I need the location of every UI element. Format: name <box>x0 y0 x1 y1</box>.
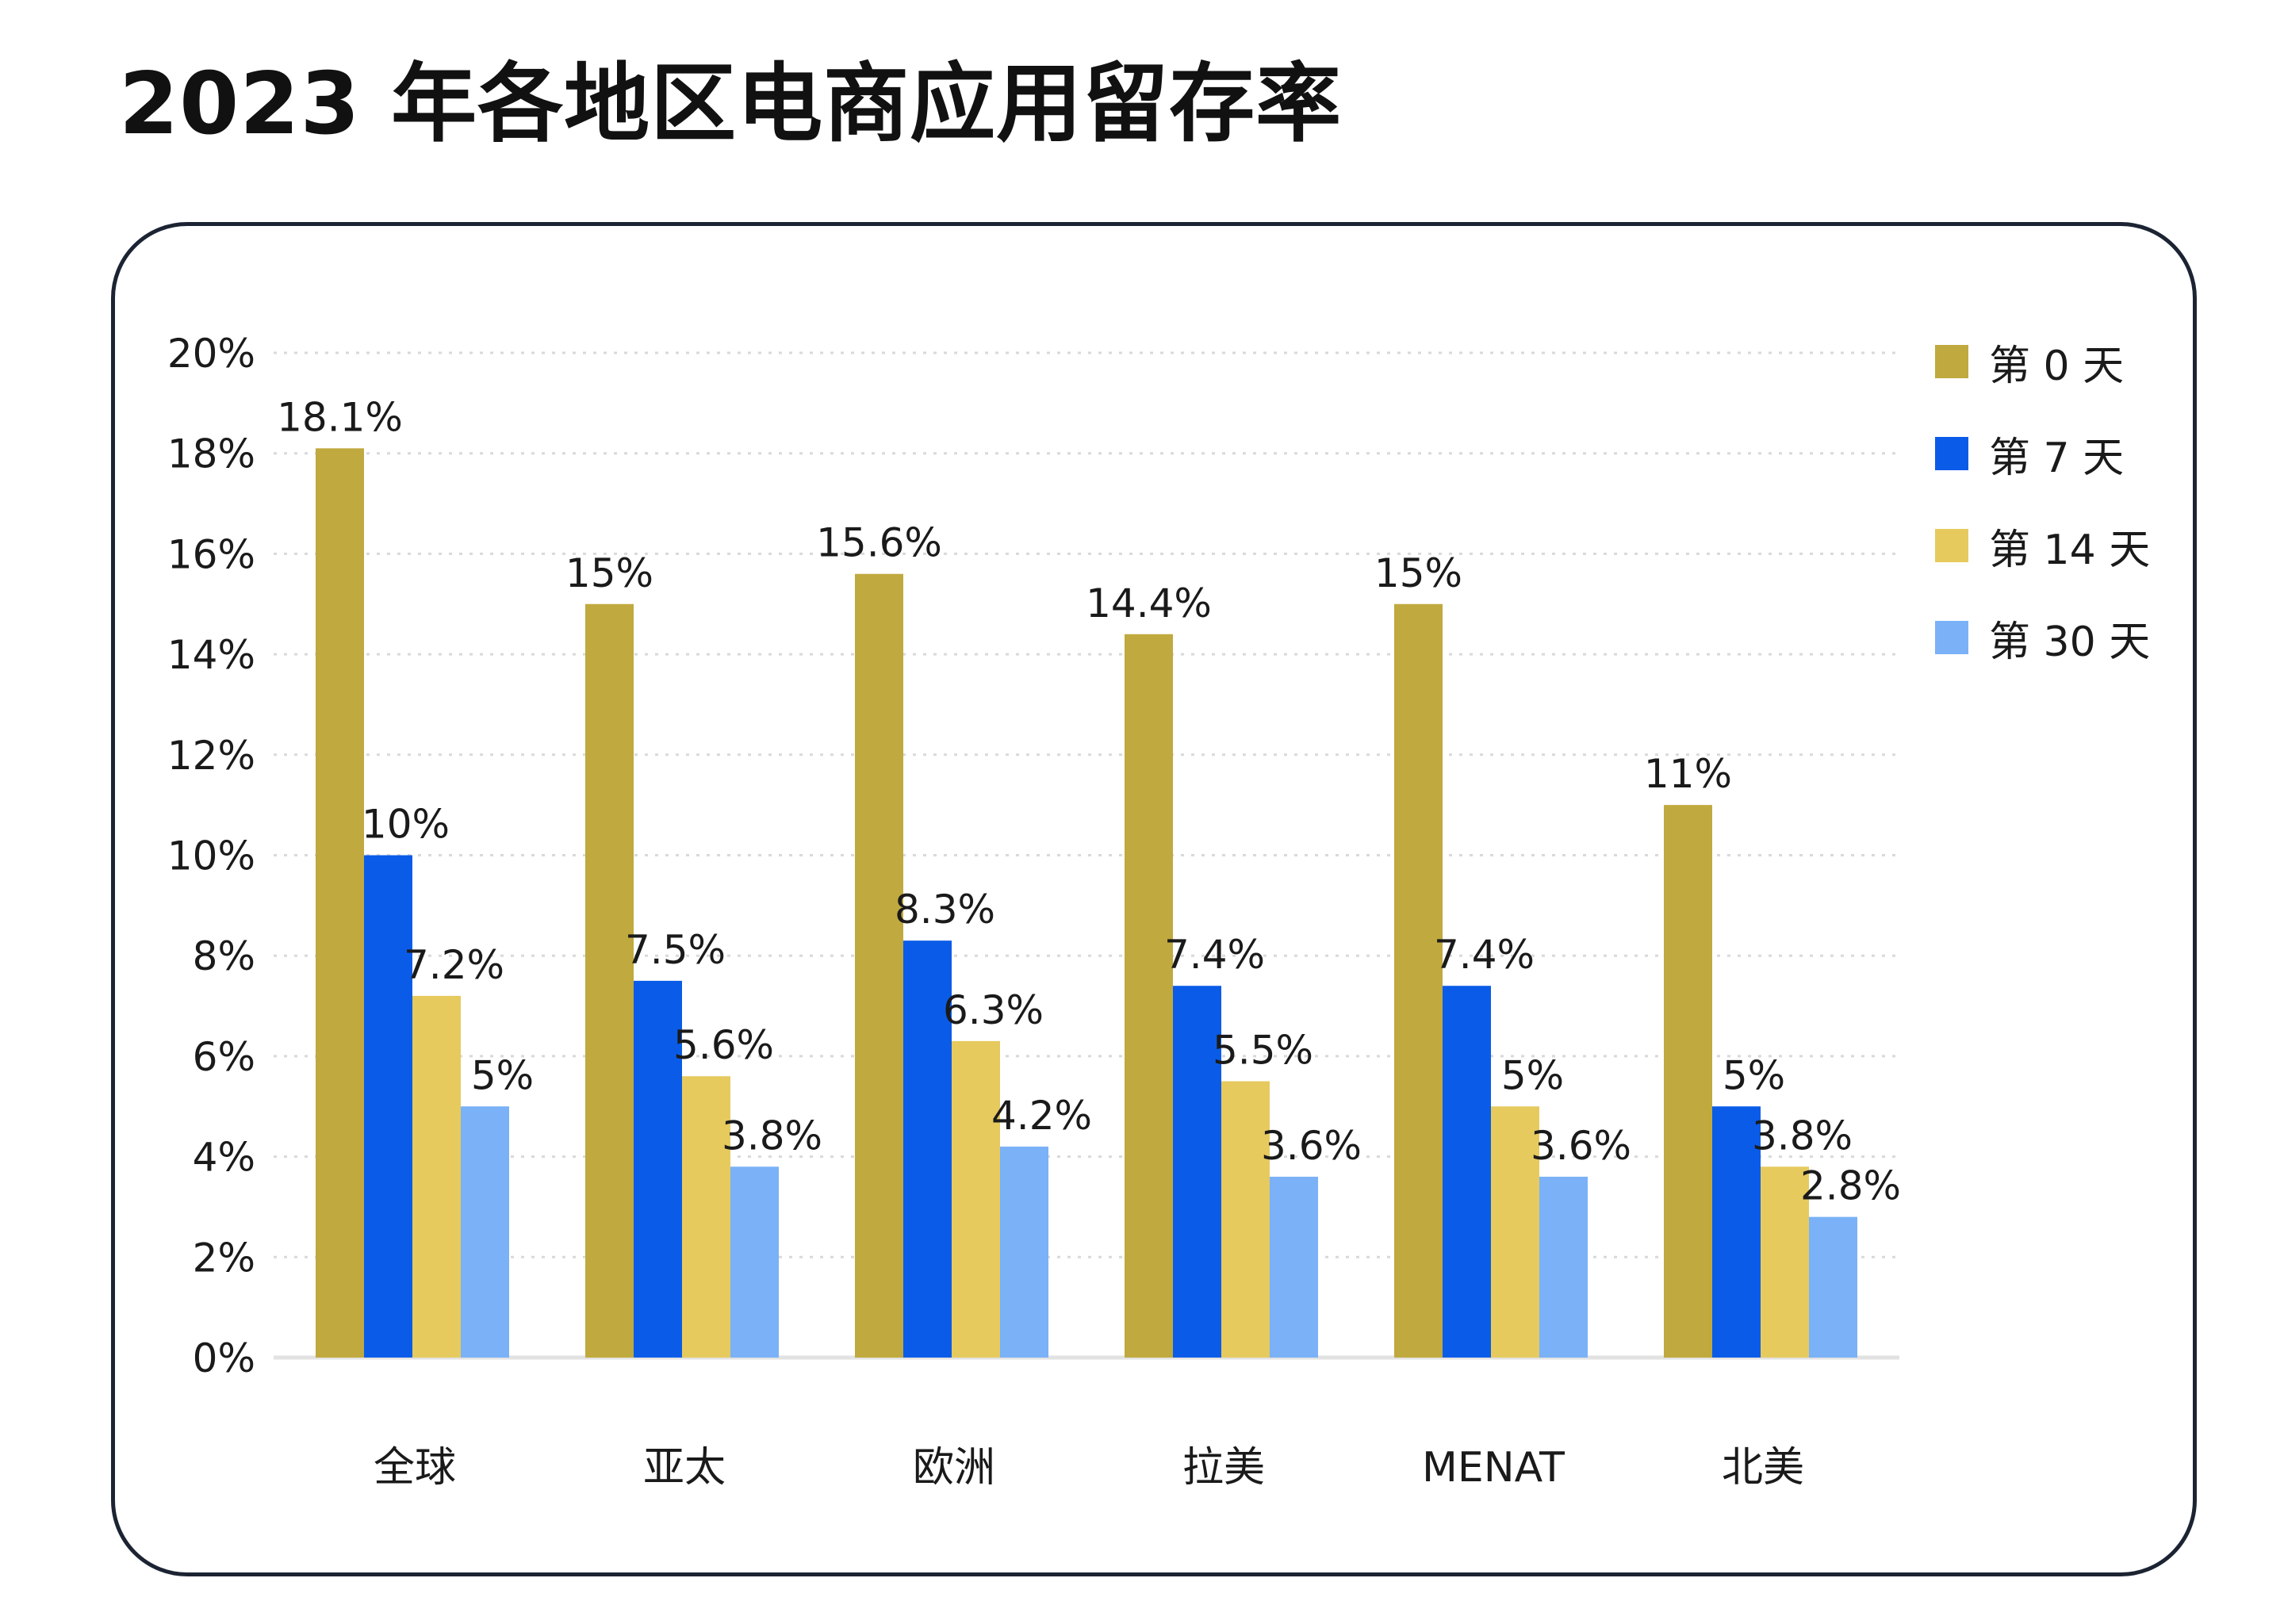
x-tick-label: 全球 <box>374 1444 456 1492</box>
bars <box>316 448 1857 1358</box>
chart-legend: 第 0 天 第 7 天 第 14 天 第 30 天 <box>1935 316 2173 684</box>
data-label: 5.6% <box>673 1022 774 1068</box>
y-axis-ticks: 0% 2% 4% 6% 8% 10% 12% 14% 16% 18% 20% <box>167 331 255 1381</box>
x-tick-label: 拉美 <box>1182 1444 1265 1492</box>
x-axis-categories: 全球 亚太 欧洲 拉美 MENAT 北美 <box>374 1444 1804 1492</box>
x-tick-label: 亚太 <box>643 1444 726 1492</box>
bar <box>1270 1176 1318 1358</box>
bar <box>1809 1216 1857 1358</box>
data-label: 4.2% <box>991 1093 1092 1139</box>
data-label: 5.5% <box>1213 1028 1313 1074</box>
y-tick-label: 20% <box>167 331 255 377</box>
bar <box>1173 986 1221 1358</box>
data-label: 3.8% <box>1752 1113 1853 1159</box>
bar <box>903 940 952 1358</box>
data-label: 6.3% <box>943 987 1044 1033</box>
data-label: 7.5% <box>625 927 726 973</box>
bar <box>1712 1106 1761 1358</box>
y-tick-label: 16% <box>167 531 255 577</box>
y-tick-label: 0% <box>193 1335 255 1381</box>
legend-item-day30[interactable]: 第 30 天 <box>1935 592 2173 684</box>
bar <box>1394 603 1443 1358</box>
data-label: 8.3% <box>895 887 995 933</box>
bar <box>952 1040 1000 1358</box>
data-label: 5% <box>1501 1052 1564 1098</box>
bar <box>634 980 682 1358</box>
y-tick-label: 4% <box>193 1135 255 1181</box>
y-tick-label: 8% <box>193 933 255 979</box>
y-tick-label: 6% <box>193 1034 255 1080</box>
data-label: 7.2% <box>404 942 504 988</box>
bar <box>412 995 461 1358</box>
bar <box>1664 805 1712 1358</box>
x-tick-label: 欧洲 <box>913 1444 995 1492</box>
bar <box>1221 1081 1270 1358</box>
data-labels: 18.1% 10% 7.2% 5% 15% 7.5% 5.6% 3.8% 15.6% 8.3% 6.… <box>277 394 1901 1208</box>
y-tick-label: 12% <box>167 733 255 779</box>
bar <box>585 603 634 1358</box>
legend-label: 第 7 天 <box>1989 434 2125 482</box>
legend-swatch <box>1935 621 1968 654</box>
data-label: 14.4% <box>1086 580 1212 626</box>
bar <box>1000 1146 1048 1358</box>
data-label: 10% <box>362 802 450 848</box>
y-tick-label: 10% <box>167 833 255 879</box>
data-label: 15.6% <box>816 520 942 566</box>
bar <box>461 1106 509 1358</box>
legend-swatch <box>1935 437 1968 470</box>
data-label: 15% <box>565 550 653 596</box>
x-tick-label: 北美 <box>1722 1444 1804 1492</box>
legend-swatch <box>1935 529 1968 562</box>
bar <box>1539 1176 1588 1358</box>
data-label: 3.6% <box>1531 1123 1631 1169</box>
bar <box>682 1076 730 1358</box>
bar <box>1125 634 1173 1358</box>
y-tick-label: 2% <box>193 1235 255 1281</box>
data-label: 3.8% <box>722 1113 822 1159</box>
legend-label: 第 14 天 <box>1989 526 2151 574</box>
bar <box>316 448 364 1358</box>
data-label: 7.4% <box>1434 932 1535 978</box>
y-tick-label: 18% <box>167 431 255 477</box>
legend-item-day7[interactable]: 第 7 天 <box>1935 408 2173 500</box>
gridlines <box>274 351 1899 1360</box>
data-label: 15% <box>1374 550 1462 596</box>
page-title: 2023 年各地区电商应用留存率 <box>119 55 1343 154</box>
x-tick-label: MENAT <box>1422 1444 1565 1492</box>
bar <box>1761 1166 1809 1358</box>
legend-item-day0[interactable]: 第 0 天 <box>1935 316 2173 408</box>
data-label: 5% <box>1723 1052 1785 1098</box>
legend-label: 第 30 天 <box>1989 618 2151 666</box>
data-label: 11% <box>1644 751 1732 797</box>
data-label: 5% <box>471 1052 534 1098</box>
data-label: 2.8% <box>1800 1163 1901 1209</box>
bar <box>1443 986 1491 1358</box>
data-label: 7.4% <box>1164 932 1265 978</box>
y-tick-label: 14% <box>167 632 255 678</box>
bar <box>364 855 412 1358</box>
bar <box>1491 1106 1539 1358</box>
legend-swatch <box>1935 345 1968 378</box>
data-label: 18.1% <box>277 394 403 440</box>
legend-item-day14[interactable]: 第 14 天 <box>1935 500 2173 592</box>
data-label: 3.6% <box>1261 1123 1362 1169</box>
bar <box>855 573 903 1358</box>
legend-label: 第 0 天 <box>1989 342 2125 390</box>
bar <box>730 1166 779 1358</box>
